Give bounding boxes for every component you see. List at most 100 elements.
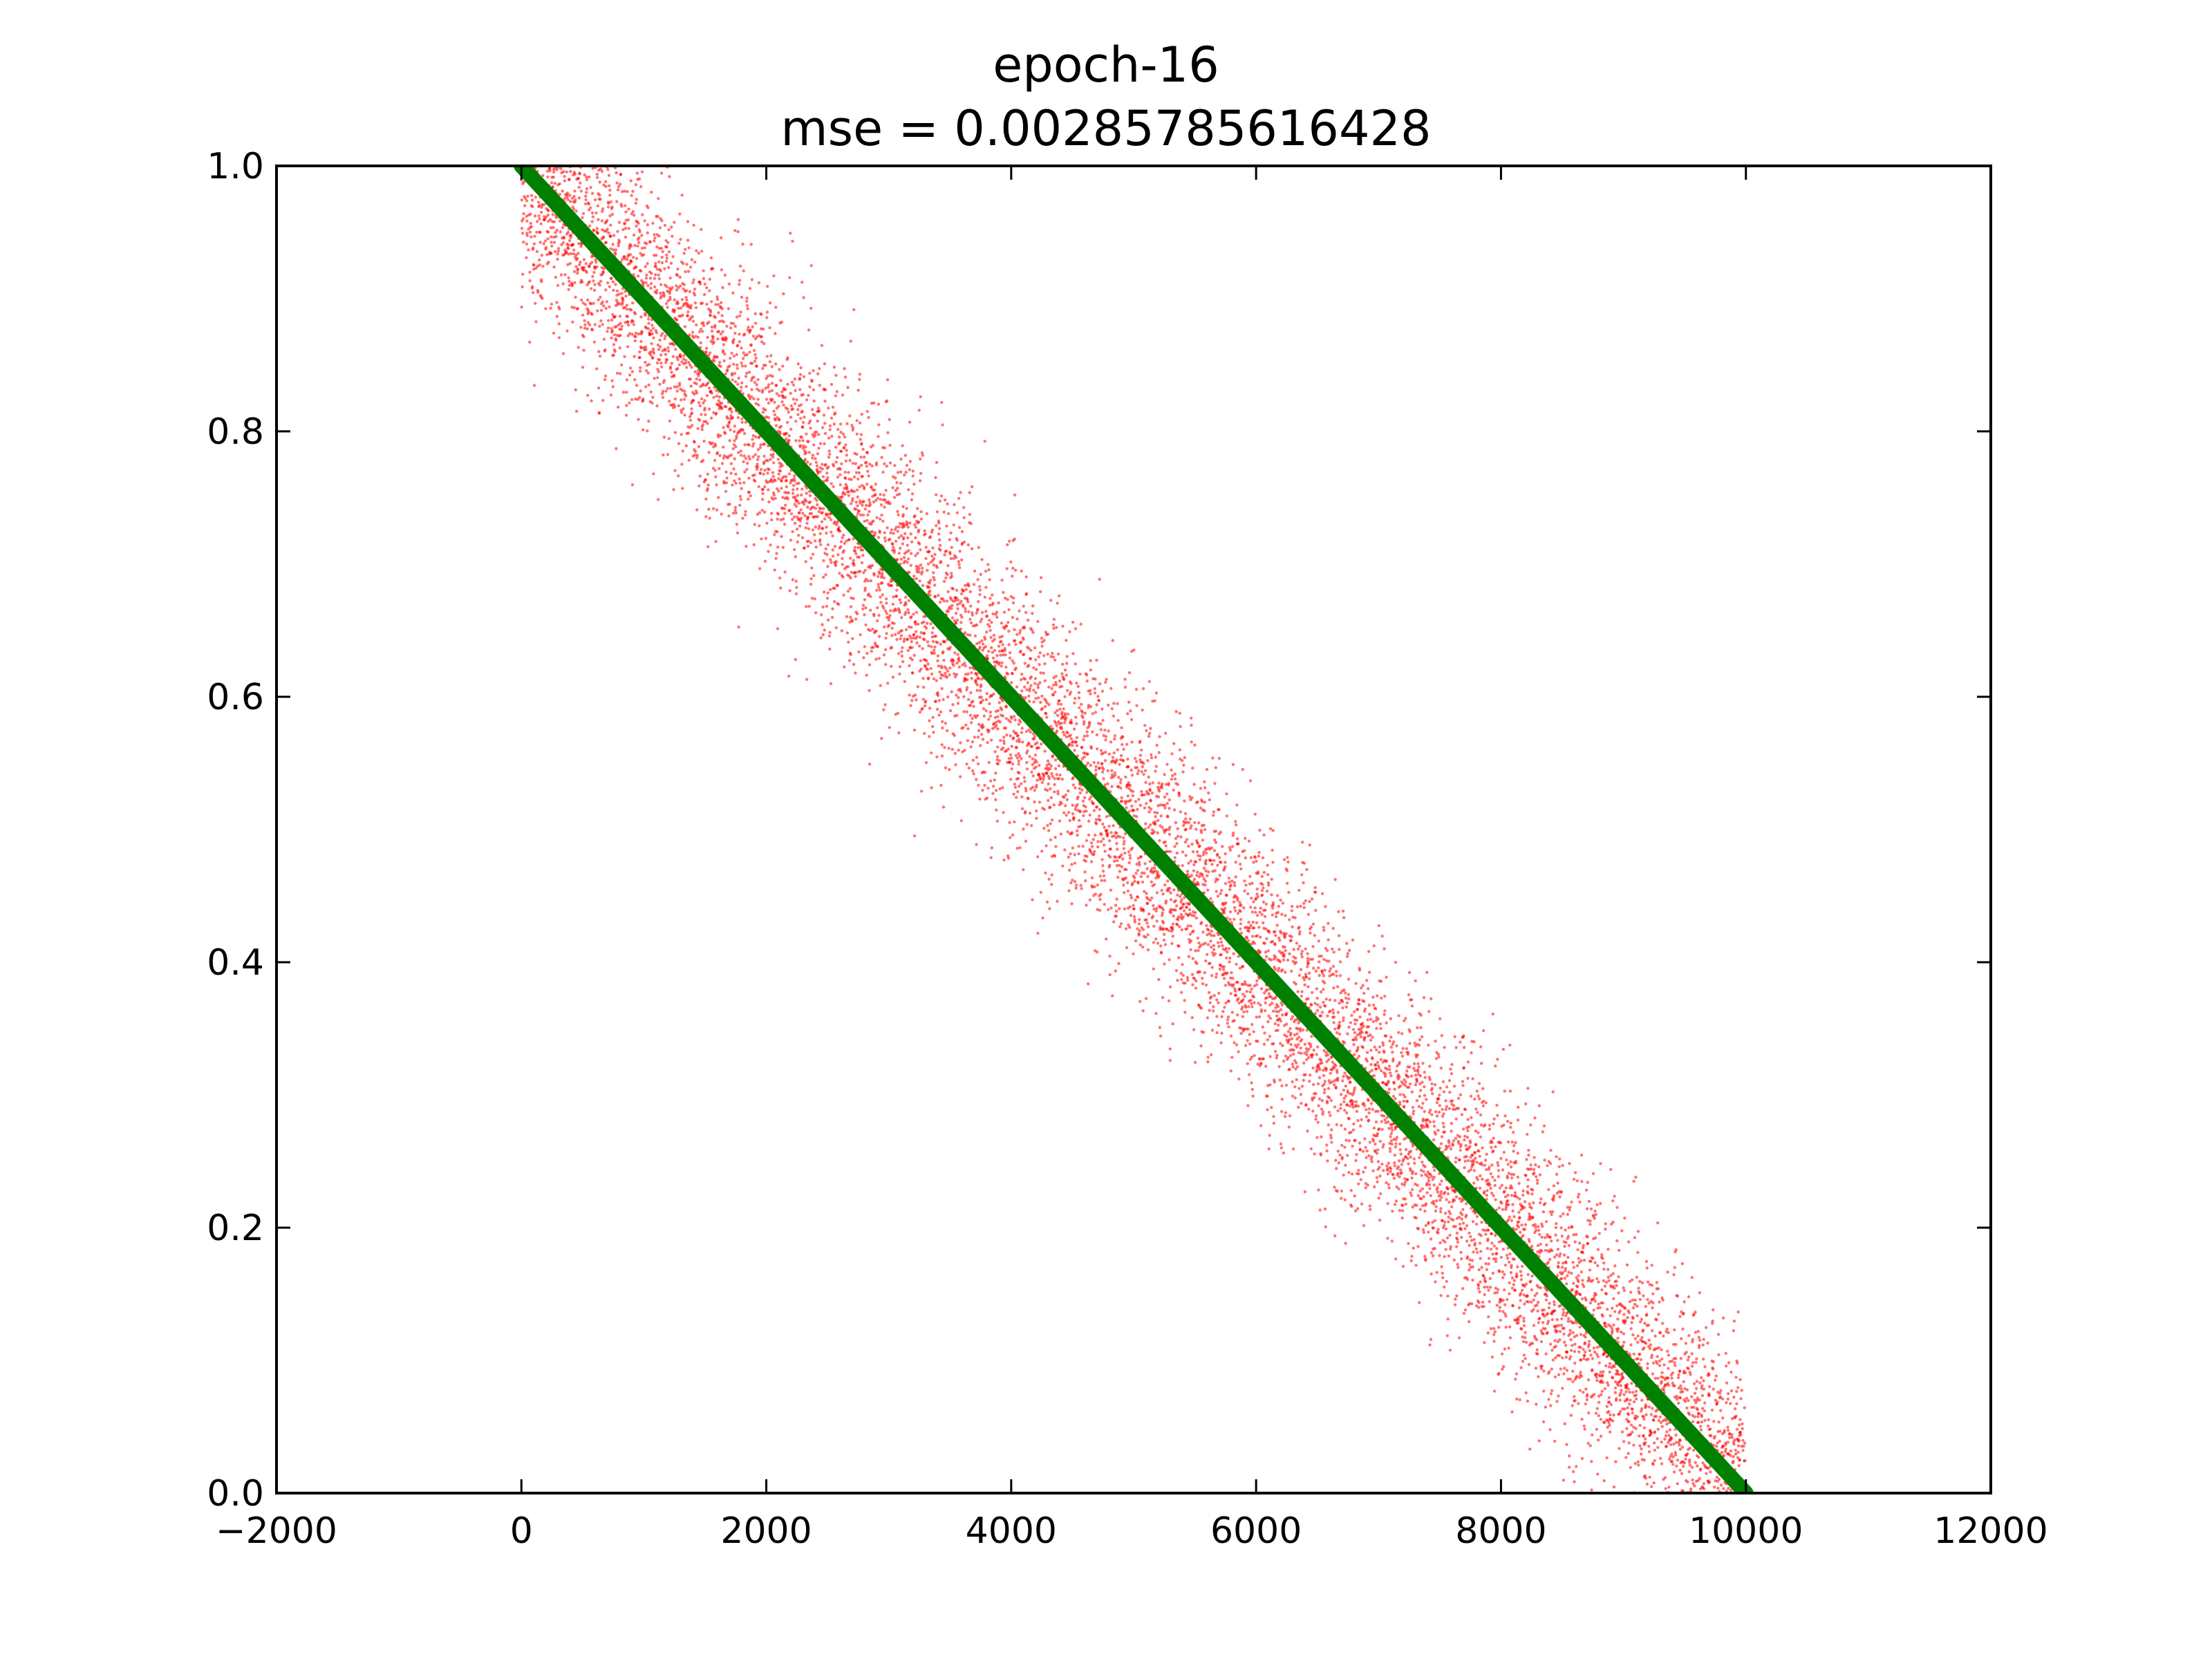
scatter-point — [713, 444, 718, 448]
scatter-point — [868, 509, 871, 514]
scatter-point — [812, 399, 816, 403]
scatter-point — [853, 475, 856, 479]
scatter-point — [830, 416, 834, 420]
scatter-point — [1012, 792, 1015, 796]
scatter-point — [839, 545, 843, 548]
scatter-point — [1032, 688, 1035, 692]
scatter-point — [975, 683, 980, 686]
scatter-point — [842, 593, 845, 597]
scatter-point — [669, 261, 673, 265]
scatter-point — [860, 561, 864, 565]
scatter-point — [693, 440, 696, 444]
scatter-point — [693, 393, 696, 396]
scatter-point — [695, 249, 698, 252]
scatter-point — [899, 458, 903, 461]
scatter-point — [567, 252, 570, 256]
scatter-point — [1015, 796, 1018, 799]
scatter-point — [626, 323, 630, 327]
scatter-point — [879, 493, 882, 496]
scatter-point — [600, 219, 604, 223]
scatter-point — [599, 279, 603, 283]
scatter-point — [1071, 783, 1076, 787]
scatter-point — [1119, 778, 1123, 782]
scatter-point — [679, 306, 683, 310]
scatter-point — [957, 749, 960, 752]
scatter-point — [577, 252, 580, 255]
scatter-point — [969, 745, 973, 749]
scatter-point — [684, 247, 687, 251]
scatter-point — [732, 354, 736, 358]
scatter-point — [982, 714, 986, 718]
scatter-point — [955, 662, 959, 665]
scatter-point — [1019, 649, 1022, 653]
scatter-point — [971, 700, 975, 703]
scatter-point — [1107, 825, 1111, 828]
scatter-point — [1006, 621, 1010, 624]
scatter-point — [825, 478, 830, 482]
scatter-point — [535, 220, 539, 223]
scatter-point — [927, 676, 930, 680]
scatter-point — [635, 198, 638, 201]
scatter-point — [774, 424, 778, 427]
scatter-point — [523, 204, 527, 207]
scatter-point — [751, 455, 755, 459]
scatter-point — [685, 263, 688, 266]
scatter-point — [805, 605, 808, 608]
scatter-point — [1058, 594, 1061, 598]
scatter-point — [682, 287, 685, 291]
scatter-point — [848, 458, 852, 462]
scatter-point — [568, 238, 572, 243]
scatter-point — [801, 512, 805, 515]
scatter-point — [971, 717, 974, 720]
scatter-point — [590, 312, 594, 316]
scatter-point — [814, 433, 817, 437]
scatter-point — [946, 590, 950, 594]
scatter-point — [983, 783, 986, 787]
scatter-point — [859, 570, 862, 573]
scatter-point — [676, 367, 679, 371]
scatter-point — [924, 704, 927, 708]
scatter-point — [1100, 879, 1103, 883]
scatter-point — [775, 552, 778, 555]
scatter-point — [851, 499, 854, 503]
scatter-point — [716, 303, 720, 306]
scatter-point — [651, 221, 655, 225]
scatter-point — [679, 433, 683, 436]
scatter-point — [821, 511, 824, 514]
scatter-point — [637, 332, 641, 336]
scatter-point — [880, 514, 883, 517]
scatter-point — [828, 428, 832, 431]
scatter-point — [1030, 628, 1034, 632]
scatter-point — [971, 613, 975, 617]
scatter-point — [1109, 906, 1113, 910]
scatter-point — [885, 378, 890, 382]
scatter-point — [744, 385, 748, 388]
scatter-point — [1049, 599, 1053, 602]
scatter-point — [874, 629, 878, 632]
scatter-point — [646, 371, 650, 375]
scatter-point — [600, 169, 604, 174]
scatter-point — [979, 572, 983, 577]
scatter-point — [1096, 695, 1100, 698]
scatter-point — [632, 214, 636, 217]
scatter-point — [798, 388, 802, 391]
scatter-point — [733, 430, 736, 433]
scatter-point — [733, 380, 738, 384]
scatter-point — [576, 307, 579, 310]
scatter-point — [701, 330, 704, 333]
scatter-point — [847, 640, 850, 644]
scatter-point — [1042, 671, 1045, 675]
scatter-point — [1069, 852, 1072, 856]
scatter-point — [644, 276, 648, 280]
scatter-point — [1123, 907, 1127, 911]
scatter-point — [523, 196, 527, 200]
scatter-point — [1037, 772, 1041, 776]
scatter-point — [676, 301, 680, 306]
scatter-point — [657, 498, 660, 501]
scatter-point — [928, 719, 931, 722]
scatter-point — [899, 481, 903, 485]
scatter-point — [919, 457, 922, 461]
scatter-point — [627, 207, 630, 211]
scatter-point — [1064, 793, 1068, 797]
scatter-point — [1108, 863, 1112, 868]
